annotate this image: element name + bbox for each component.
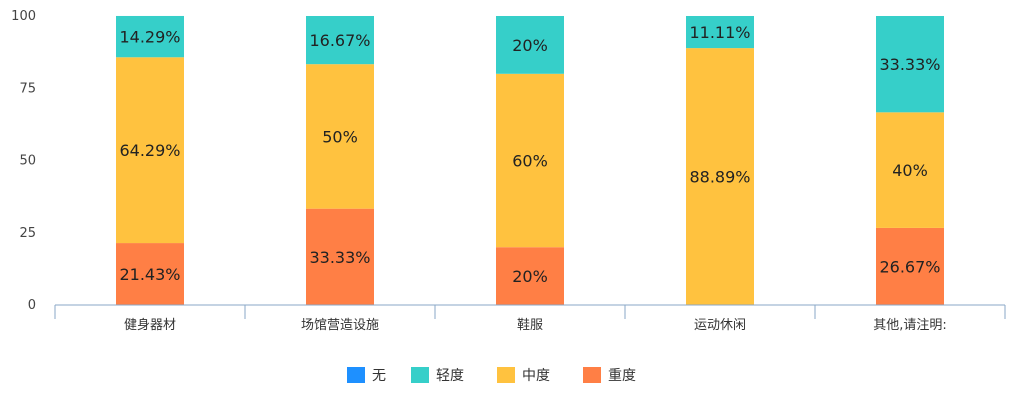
bar-segment [876, 16, 944, 113]
bars: 21.43% 64.29% 14.29% 33.33% 50% 16.67% 20% 60% 2… [116, 15, 944, 305]
y-tick-label: 75 [19, 81, 36, 96]
bar-segment [306, 64, 374, 209]
bar-segment [116, 243, 184, 305]
data-label: 20% [512, 267, 548, 286]
data-label: 40% [892, 161, 928, 180]
legend-swatch [347, 367, 365, 383]
legend-swatch [583, 367, 601, 383]
bar-segment [496, 247, 564, 305]
bar-segment [686, 16, 754, 49]
data-label: 11.11% [689, 23, 750, 42]
bar-segment [306, 208, 374, 305]
y-tick-label: 0 [28, 298, 36, 313]
legend-label: 轻度 [436, 368, 464, 384]
data-label: 50% [322, 127, 358, 146]
data-label: 16.67% [309, 31, 370, 50]
bar-segment [116, 15, 184, 58]
data-label: 14.29% [119, 28, 180, 47]
legend-label: 重度 [608, 368, 636, 384]
bar-segment [496, 16, 564, 74]
bar-segment [686, 48, 754, 305]
y-tick-label: 100 [11, 9, 36, 24]
y-axis-ticks: 0 25 50 75 100 [11, 9, 36, 313]
bar-segment [876, 227, 944, 305]
data-label: 26.67% [879, 257, 940, 276]
x-category-label: 鞋服 [517, 317, 543, 333]
y-tick-label: 50 [19, 154, 36, 169]
bar-segment [116, 57, 184, 244]
x-category-label: 健身器材 [124, 317, 176, 333]
legend: 无 轻度 中度 重度 [347, 367, 636, 384]
legend-swatch [497, 367, 515, 383]
x-category-label: 运动休闲 [694, 318, 746, 333]
x-category-label: 场馆营造设施 [301, 318, 379, 333]
data-label: 33.33% [309, 248, 370, 267]
legend-label: 无 [372, 368, 386, 384]
bar-segment [496, 73, 564, 248]
data-label: 60% [512, 152, 548, 171]
data-label: 21.43% [119, 265, 180, 284]
bar-segment [876, 112, 944, 228]
bar-segment [306, 16, 374, 65]
x-category-label: 其他,请注明: [873, 318, 947, 333]
legend-label: 中度 [522, 368, 550, 384]
y-tick-label: 25 [19, 226, 36, 241]
data-label: 64.29% [119, 141, 180, 160]
data-label: 33.33% [879, 55, 940, 74]
legend-swatch [411, 367, 429, 383]
data-label: 88.89% [689, 168, 750, 187]
x-axis: 健身器材 场馆营造设施 鞋服 运动休闲 其他,请注明: [54, 304, 1006, 333]
data-label: 20% [512, 36, 548, 55]
